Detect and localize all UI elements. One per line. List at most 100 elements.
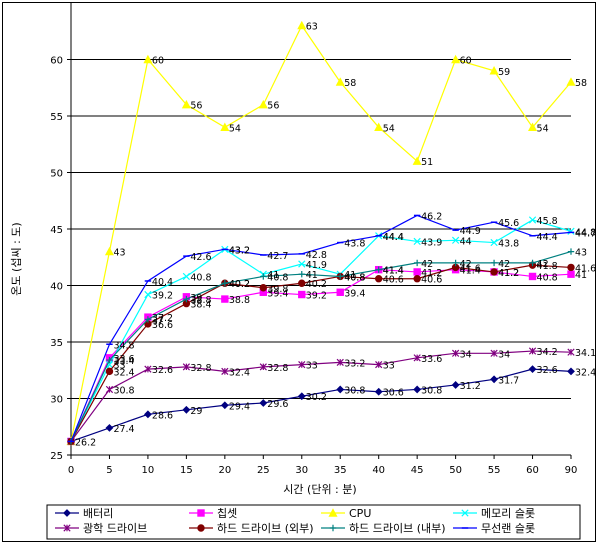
data-label-s3-13: 58 — [575, 78, 587, 89]
point-s6-5 — [259, 284, 268, 292]
point-s6-6 — [298, 279, 306, 287]
point-s5-3 — [182, 363, 191, 371]
point-s6-1 — [105, 367, 114, 376]
data-label-s6-2: 36.6 — [152, 320, 173, 331]
point-s4-10 — [451, 236, 460, 244]
point-s4-12 — [528, 216, 537, 224]
data-label-s4-9: 43.9 — [421, 237, 442, 248]
data-label-s4-2: 39.2 — [152, 291, 173, 302]
data-label-s3-2: 60 — [152, 56, 164, 67]
data-label-s3-12: 54 — [537, 123, 549, 134]
series-3 — [66, 20, 576, 446]
point-s5-12 — [528, 347, 537, 355]
data-label-s3-8: 54 — [383, 123, 395, 134]
y-tick-label-55: 55 — [50, 112, 63, 123]
data-label-s4-5: 41 — [267, 270, 279, 281]
point-s1-6 — [297, 392, 306, 401]
point-s4-6 — [298, 260, 306, 268]
data-label-s3-4: 54 — [229, 123, 241, 134]
data-label-s6-3: 38.4 — [190, 300, 211, 311]
data-label-s1-8: 30.6 — [383, 388, 404, 399]
point-s1-10 — [451, 381, 460, 389]
data-label-s5-3: 32.8 — [190, 363, 211, 374]
data-label-s4-1: 33 — [113, 361, 125, 372]
data-label-s6-4: 40.2 — [229, 279, 250, 290]
x-tick-label-20: 20 — [218, 465, 231, 476]
data-label-s6-13: 41.6 — [575, 263, 596, 274]
data-label-s6-6: 40.2 — [306, 279, 327, 290]
point-s1-3 — [182, 405, 191, 414]
data-label-s3-7: 58 — [344, 78, 356, 89]
data-label-s7-5: 40.8 — [267, 272, 288, 283]
point-s4-13 — [567, 227, 575, 235]
x-tick-label-90: 90 — [565, 465, 578, 476]
data-label-s4-10: 44 — [460, 236, 472, 247]
point-s5-1 — [105, 385, 114, 394]
point-s4-2 — [144, 290, 152, 299]
data-label-s4-7: 41 — [344, 270, 356, 281]
legend-label-6: 하드 드라이브 (외부) — [217, 521, 314, 535]
series-line-3 — [70, 24, 572, 442]
data-label-s1-2: 28.6 — [152, 410, 173, 421]
data-label-s3-9: 51 — [421, 157, 433, 168]
point-s1-4 — [220, 401, 229, 410]
data-label-s2-4: 38.8 — [229, 295, 250, 306]
data-label-s1-12: 32.6 — [537, 365, 558, 376]
point-s3-7 — [335, 77, 345, 86]
data-label-s8-2: 40.4 — [152, 277, 173, 288]
legend-item-7: 하드 드라이브 (내부) — [321, 521, 446, 535]
legend-item-5: 광학 드라이브 — [55, 522, 147, 535]
data-label-s5-7: 33.2 — [344, 358, 365, 369]
point-s1-13 — [567, 367, 575, 376]
legend-box — [46, 504, 581, 540]
data-label-s8-7: 43.8 — [344, 239, 365, 250]
point-s7-3 — [183, 295, 190, 303]
point-s5-9 — [413, 354, 421, 362]
point-s2-9 — [413, 268, 421, 276]
point-s1-1 — [105, 423, 114, 432]
x-tick-label-50: 50 — [449, 465, 462, 476]
point-s7-4 — [221, 280, 229, 287]
data-label-s6-9: 40.6 — [421, 275, 442, 286]
series-line-1 — [70, 368, 572, 443]
legend-label-1: 배터리 — [83, 507, 113, 520]
series-lines — [66, 20, 576, 446]
data-label-s5-2: 32.6 — [152, 365, 173, 376]
data-label-s2-12: 40.8 — [537, 272, 558, 283]
point-s3-5 — [258, 99, 268, 109]
data-label-s5-12: 34.2 — [537, 347, 558, 358]
data-label-s2-10: 41.4 — [460, 266, 481, 277]
point-s1-8 — [374, 387, 383, 396]
point-s3-13 — [566, 77, 576, 86]
data-label-s7-4: 40.2 — [229, 279, 250, 290]
point-s1-7 — [336, 385, 345, 394]
data-label-s5-8: 33 — [383, 361, 395, 372]
data-label-s2-2: 37.2 — [152, 313, 173, 324]
legend-item-2: 칩셋 — [189, 507, 237, 520]
legend-marker-1 — [63, 509, 71, 517]
point-s7-13 — [567, 248, 575, 255]
chart-frame: 25 30 35 40 45 50 55 60 0 5 10 15 20 25 30 35 40 45 50 55 60… — [2, 2, 596, 542]
point-s2-6 — [298, 290, 306, 299]
data-label-s6-11: 41.2 — [498, 268, 519, 279]
data-label-s6-12: 41.8 — [537, 261, 558, 272]
series-line-7 — [70, 251, 572, 442]
data-label-s5-5: 32.8 — [267, 363, 288, 374]
data-label-s4-12: 45.8 — [537, 216, 558, 227]
data-label-s5-1: 30.8 — [113, 385, 134, 396]
series-line-8 — [70, 214, 572, 442]
data-label-s1-6: 30.2 — [306, 392, 327, 403]
series-line-4 — [70, 219, 572, 442]
x-tick-label-10: 10 — [142, 465, 155, 476]
y-tick-label-50: 50 — [50, 169, 63, 180]
y-tick-label-40: 40 — [50, 282, 63, 293]
point-s7-7 — [337, 273, 344, 280]
legend-marker-7 — [329, 524, 337, 532]
data-label-s2-3: 39 — [190, 293, 202, 304]
data-label-s1-13: 32.4 — [575, 367, 596, 378]
data-label-s7-11: 42 — [498, 259, 510, 270]
data-label-s7-10: 42 — [460, 259, 472, 270]
data-label-s4-13: 44.8 — [575, 227, 596, 238]
data-label-s7-13: 43 — [575, 248, 587, 259]
